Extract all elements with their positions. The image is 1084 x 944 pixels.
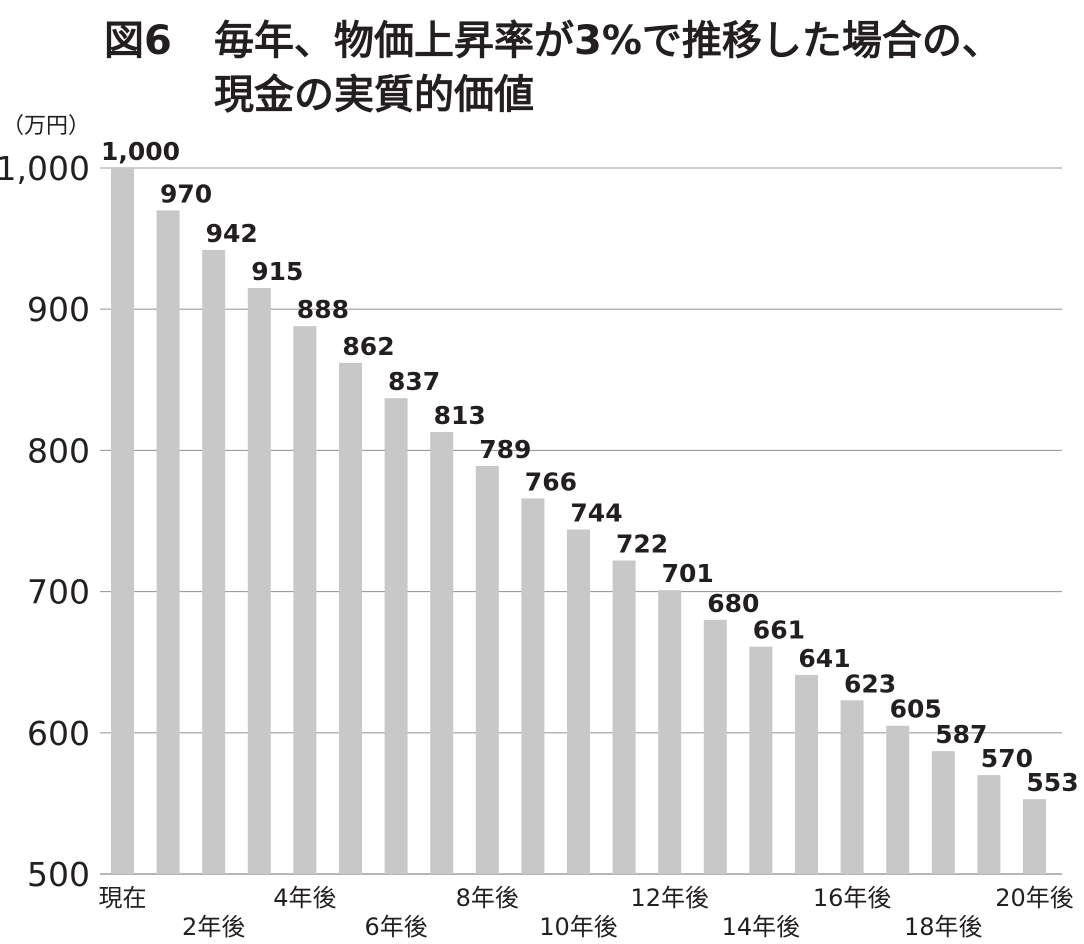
value-label: 837: [388, 367, 440, 396]
bar: [521, 498, 545, 874]
x-tick-label: 8年後: [456, 884, 519, 912]
value-label: 915: [251, 257, 303, 286]
bar: [749, 646, 773, 874]
x-tick-label: 10年後: [539, 913, 618, 941]
bar: [840, 700, 864, 874]
value-label: 661: [753, 616, 805, 645]
bar: [384, 398, 408, 874]
bar: [339, 362, 362, 874]
bar: [931, 751, 955, 874]
bar: [703, 619, 727, 874]
x-tick-label: 6年後: [364, 913, 427, 941]
x-tick-label: 4年後: [273, 884, 336, 912]
figure-label: 図6: [104, 18, 172, 64]
bar: [202, 249, 226, 874]
x-tick-label: 12年後: [630, 884, 709, 912]
bar: [658, 590, 682, 874]
title-line-2: 現金の実質的価値: [214, 72, 534, 118]
title-line-1: 毎年、物価上昇率が3%で推移した場合の、: [214, 18, 1002, 64]
value-label: 789: [479, 435, 531, 464]
y-tick-label: 900: [27, 290, 90, 329]
y-axis-unit-label: （万円）: [2, 114, 90, 139]
x-tick-label: 現在: [99, 884, 147, 912]
bar: [795, 674, 818, 874]
bar: [156, 210, 180, 875]
bar: [612, 560, 636, 874]
bar: [293, 326, 317, 874]
bar: [247, 288, 271, 874]
value-label: 942: [206, 219, 258, 248]
value-label: 766: [525, 467, 577, 496]
value-label: 862: [342, 332, 394, 361]
value-label: 680: [707, 589, 759, 618]
x-tick-label: 20年後: [995, 884, 1074, 912]
bar: [475, 465, 499, 874]
value-label: 744: [570, 498, 622, 527]
value-label: 623: [844, 669, 896, 698]
value-label: 553: [1026, 768, 1078, 797]
value-label: 605: [890, 695, 942, 724]
y-tick-label: 700: [27, 573, 90, 612]
value-label: 1,000: [101, 137, 180, 166]
x-tick-label: 2年後: [182, 913, 245, 941]
bar: [1023, 799, 1046, 874]
bar: [430, 432, 454, 874]
x-tick-label: 18年後: [904, 913, 983, 941]
x-tick-label: 14年後: [722, 913, 801, 941]
value-label: 641: [798, 644, 850, 673]
y-tick-label: 500: [27, 855, 90, 894]
value-label: 813: [434, 401, 486, 430]
value-label: 722: [616, 530, 668, 559]
bar: [111, 168, 134, 874]
y-tick-label: 800: [27, 431, 90, 470]
value-label: 570: [981, 744, 1033, 773]
bar: [567, 529, 590, 874]
y-tick-label: 1,000: [0, 149, 90, 188]
value-label: 888: [297, 295, 349, 324]
bar: [886, 725, 910, 874]
y-tick-label: 600: [27, 714, 90, 753]
x-tick-label: 16年後: [813, 884, 892, 912]
value-label: 587: [935, 720, 987, 749]
value-label: 701: [662, 559, 714, 588]
bar: [977, 775, 1001, 874]
value-label: 970: [160, 179, 212, 208]
